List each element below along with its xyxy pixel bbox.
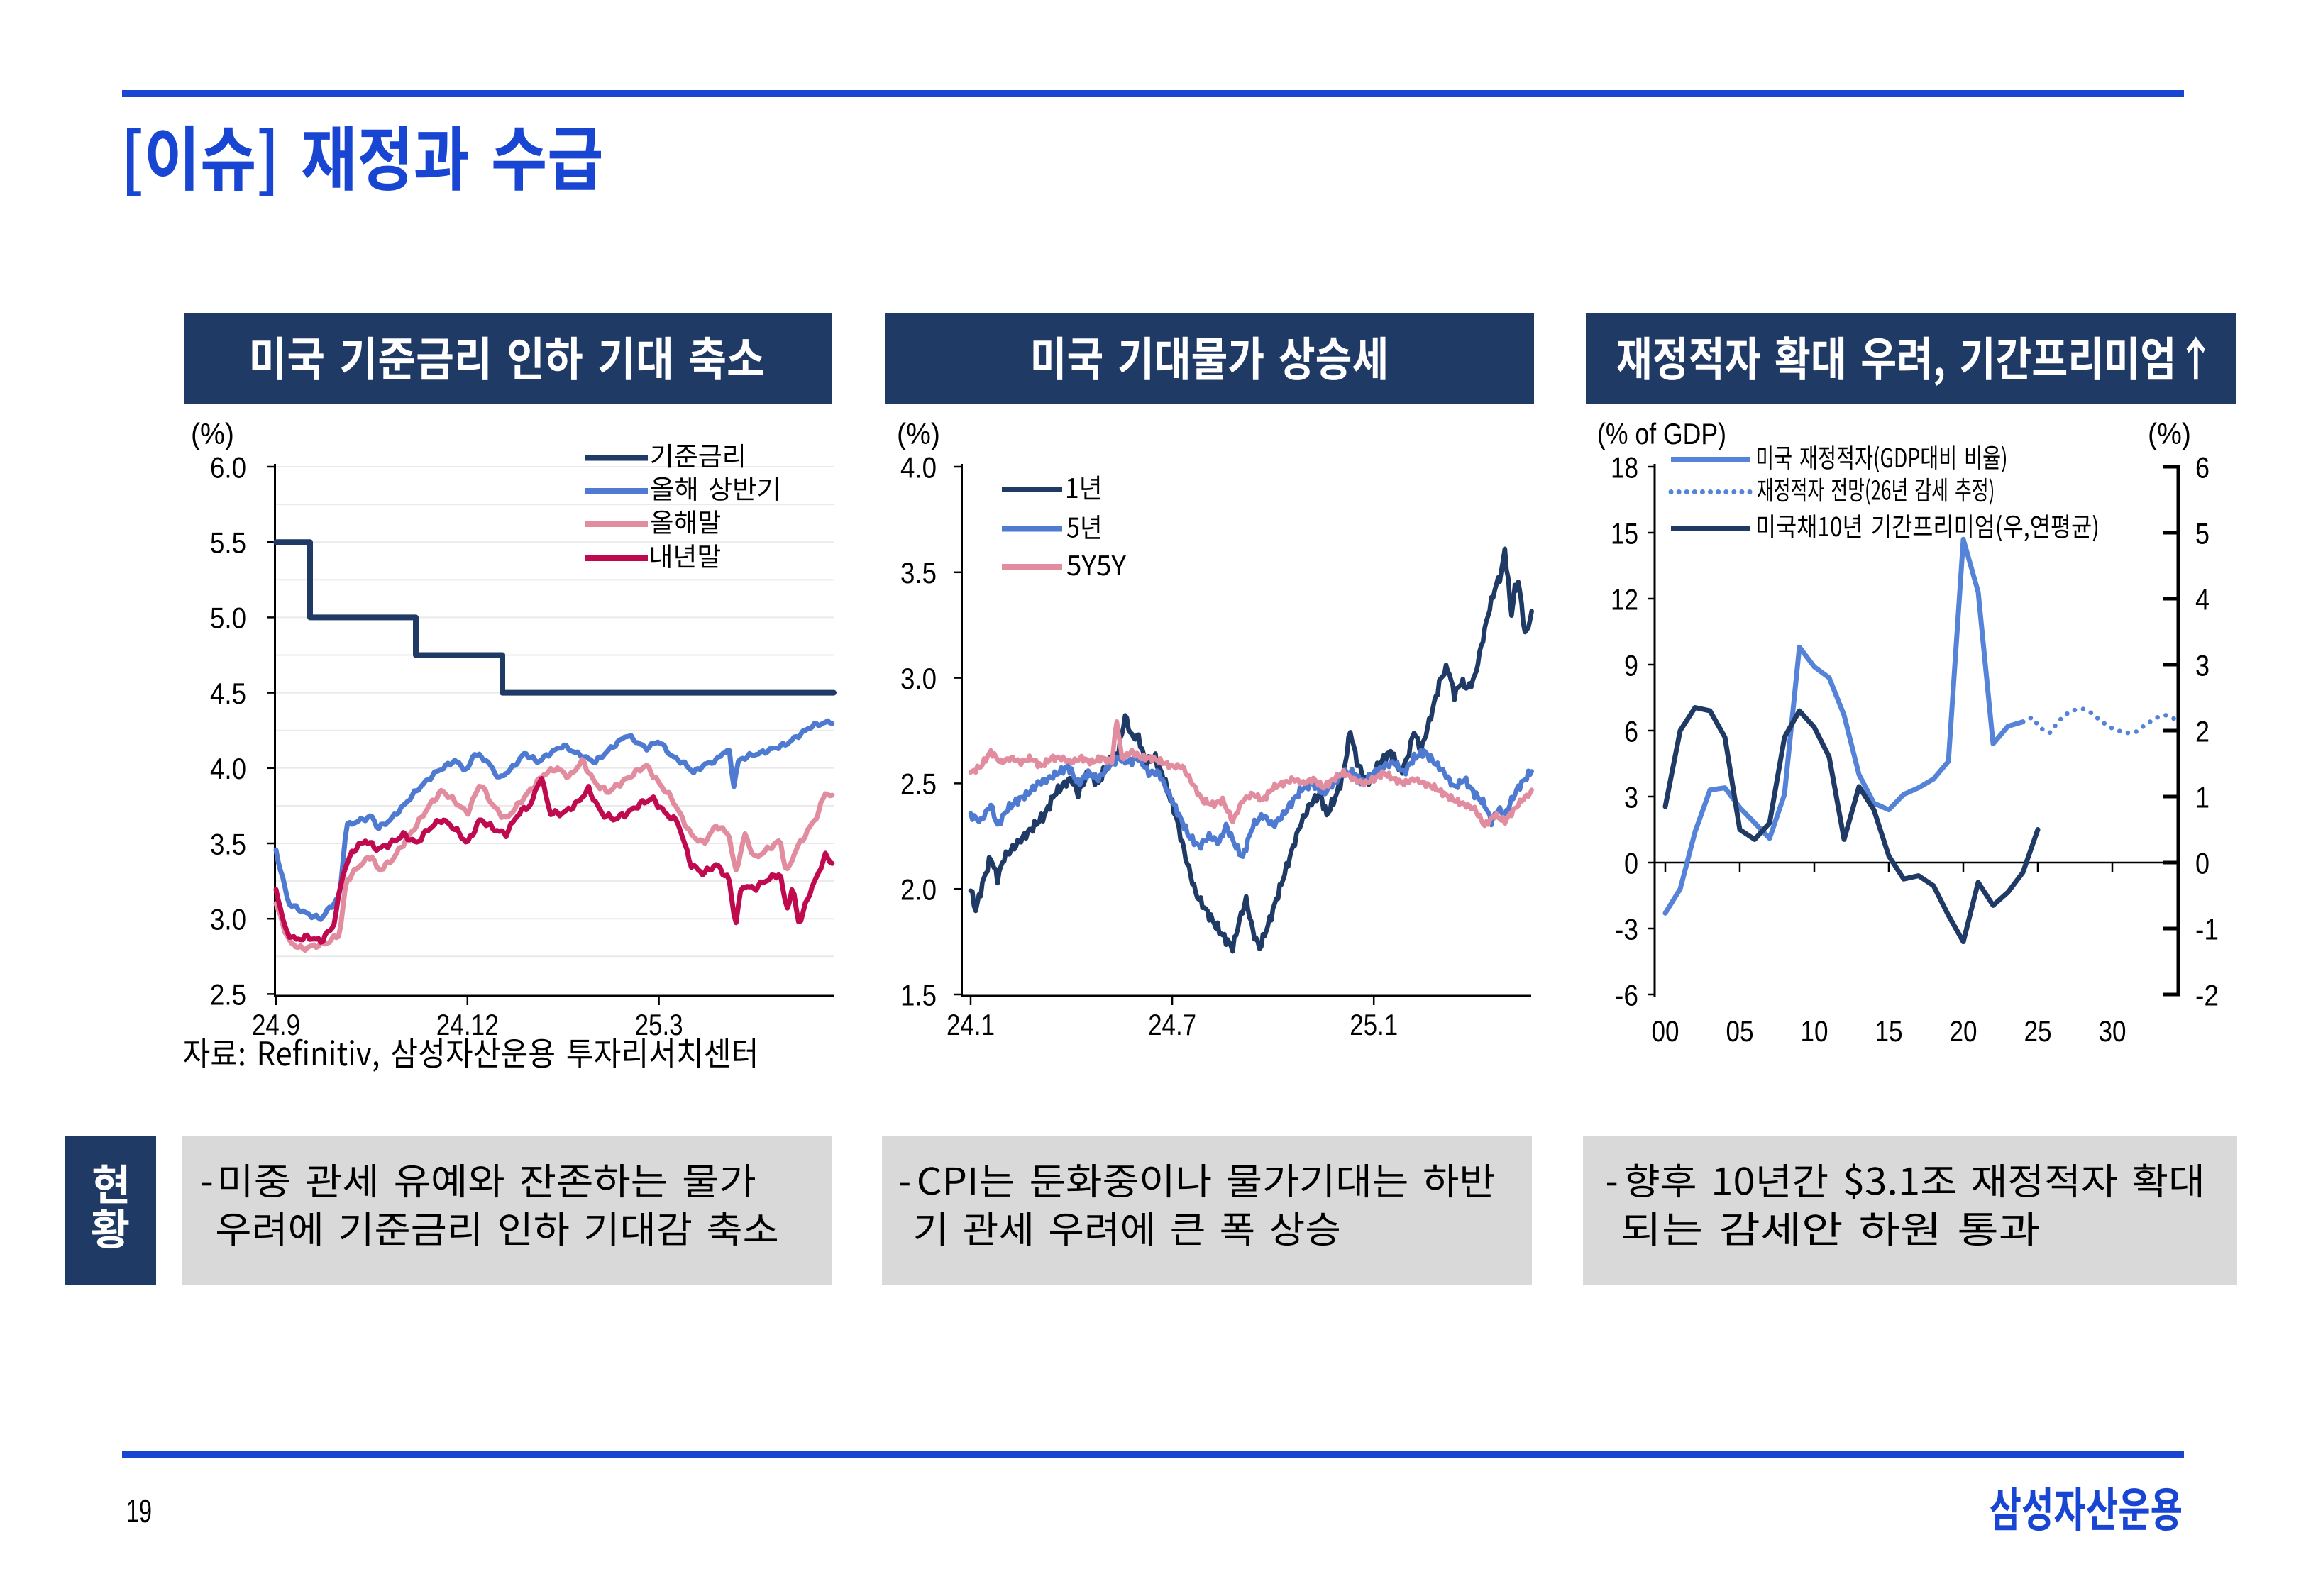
svg-text:3.5: 3.5 (900, 556, 937, 589)
svg-text:00: 00 (1652, 1014, 1679, 1048)
svg-text:25.3: 25.3 (635, 1008, 683, 1041)
svg-text:0: 0 (2195, 846, 2210, 880)
svg-text:4: 4 (2195, 582, 2210, 616)
svg-text:2.0: 2.0 (900, 873, 937, 907)
svg-text:25: 25 (2024, 1014, 2052, 1048)
svg-text:-2: -2 (2195, 978, 2219, 1012)
svg-text:10: 10 (1801, 1014, 1828, 1048)
svg-text:(%): (%) (191, 417, 234, 450)
svg-text:3.5: 3.5 (210, 827, 246, 860)
svg-text:12: 12 (1611, 582, 1638, 616)
svg-text:5: 5 (2195, 516, 2210, 550)
svg-text:25.1: 25.1 (1350, 1008, 1398, 1041)
svg-text:6: 6 (2195, 450, 2210, 484)
svg-text:3.0: 3.0 (900, 662, 937, 695)
svg-text:2: 2 (2195, 714, 2210, 748)
svg-text:-1: -1 (2195, 912, 2219, 946)
svg-text:30: 30 (2099, 1014, 2126, 1048)
svg-text:3.0: 3.0 (210, 903, 246, 936)
svg-text:-6: -6 (1615, 978, 1638, 1012)
svg-text:24.7: 24.7 (1148, 1008, 1196, 1041)
svg-text:(%): (%) (2148, 417, 2191, 450)
svg-text:4.0: 4.0 (210, 752, 246, 785)
svg-text:-3: -3 (1615, 912, 1638, 946)
svg-text:6.0: 6.0 (210, 450, 246, 484)
svg-text:15: 15 (1611, 516, 1638, 550)
svg-text:5.0: 5.0 (210, 602, 246, 635)
svg-text:1.5: 1.5 (900, 978, 937, 1012)
svg-text:(% of GDP): (% of GDP) (1597, 417, 1726, 450)
svg-text:4.0: 4.0 (900, 450, 937, 484)
svg-text:(%): (%) (897, 417, 940, 450)
svg-text:24.12: 24.12 (436, 1008, 499, 1041)
svg-text:18: 18 (1611, 450, 1638, 484)
svg-text:4.5: 4.5 (210, 677, 246, 710)
svg-text:2.5: 2.5 (900, 767, 937, 801)
svg-text:6: 6 (1624, 714, 1638, 748)
svg-text:3: 3 (1624, 780, 1638, 814)
svg-text:5.5: 5.5 (210, 526, 246, 560)
svg-text:20: 20 (1950, 1014, 1977, 1048)
svg-text:24.9: 24.9 (252, 1008, 300, 1041)
svg-text:0: 0 (1624, 846, 1638, 880)
svg-text:15: 15 (1875, 1014, 1903, 1048)
svg-text:2.5: 2.5 (210, 978, 246, 1012)
svg-text:3: 3 (2195, 648, 2210, 682)
svg-text:1: 1 (2195, 780, 2210, 814)
svg-text:05: 05 (1726, 1014, 1754, 1048)
svg-text:24.1: 24.1 (947, 1008, 995, 1041)
svg-text:9: 9 (1624, 648, 1638, 682)
svg-text:19: 19 (126, 1492, 152, 1529)
